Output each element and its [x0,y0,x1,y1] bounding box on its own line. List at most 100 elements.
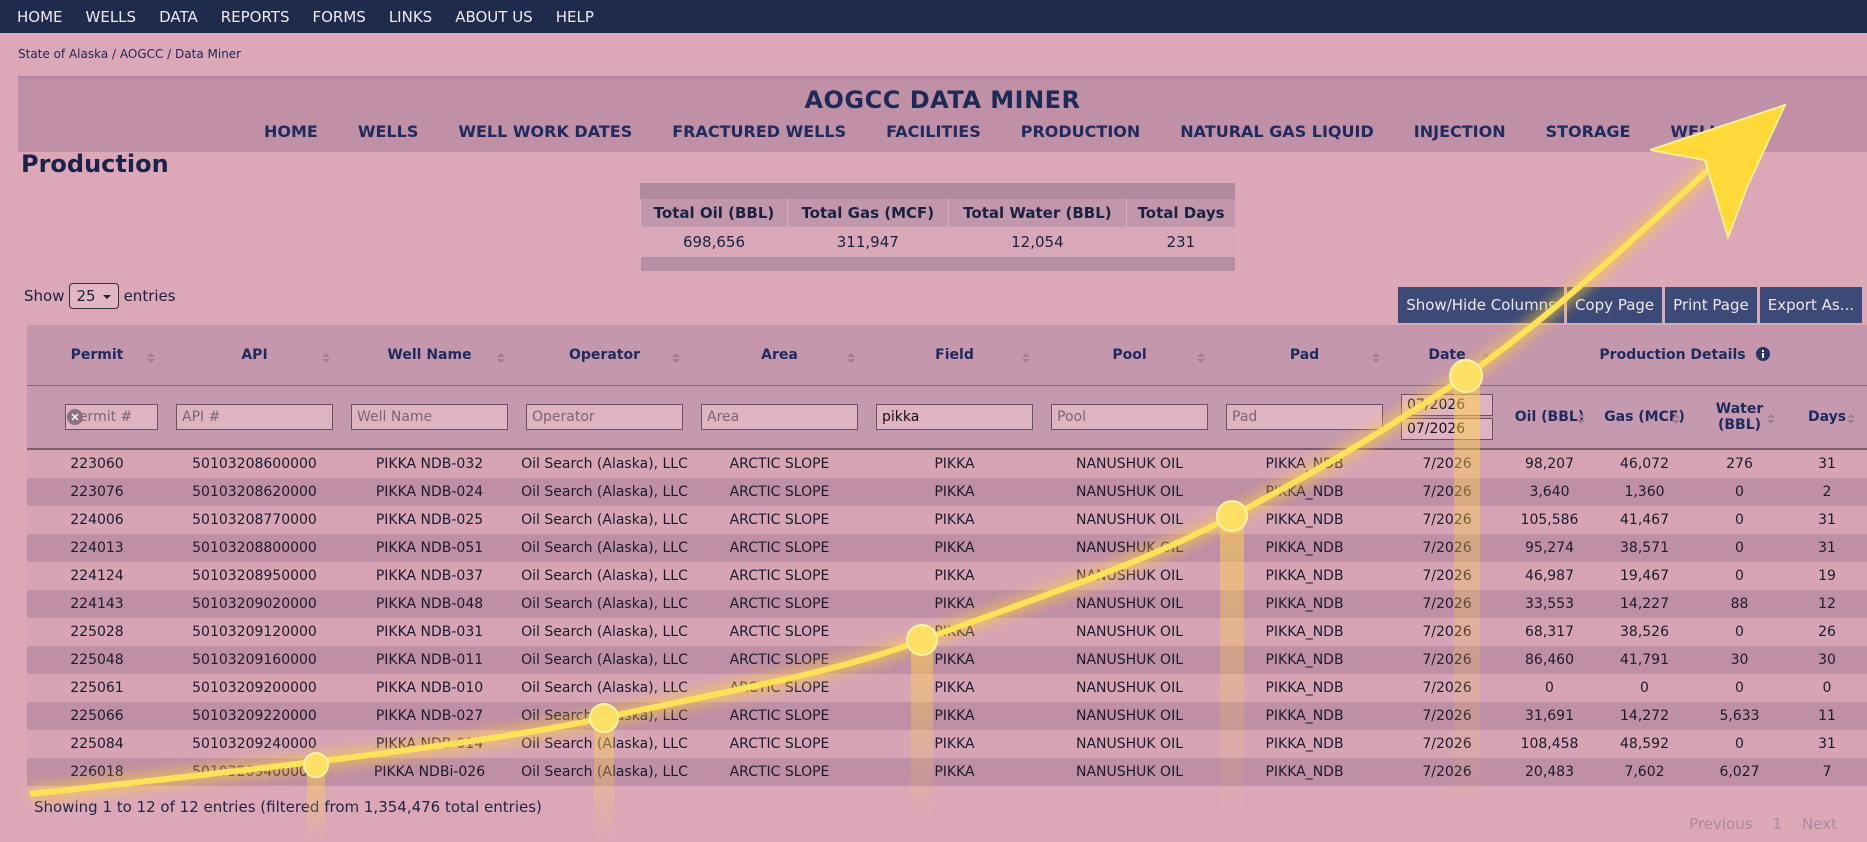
table-cell: 50103208620000 [167,478,342,506]
nav-link[interactable]: ABOUT US [455,7,533,26]
table-cell: 98,207 [1502,449,1597,478]
table-cell: 7/2026 [1392,506,1502,534]
toolbar-button[interactable]: Print Page [1665,287,1757,323]
page-link[interactable]: Previous [1689,815,1753,833]
menu-link[interactable]: PRODUCTION [1020,122,1141,141]
table-cell: ARCTIC SLOPE [692,646,867,674]
table-cell: 225084 [27,730,167,758]
table-cell: 7 [1787,758,1867,786]
menu-link[interactable]: STORAGE [1545,122,1631,141]
table-cell: 86,460 [1502,646,1597,674]
table-cell: ARCTIC SLOPE [692,730,867,758]
table-cell: 50103208950000 [167,562,342,590]
toolbar-button[interactable]: Show/Hide Columns [1398,287,1565,323]
table-cell: ARCTIC SLOPE [692,478,867,506]
filter-input[interactable]: Area [701,404,858,430]
table-cell: ARCTIC SLOPE [692,449,867,478]
table-cell: Oil Search (Alaska), LLC [517,758,692,786]
table-cell: PIKKA [867,702,1042,730]
table-cell: Oil Search (Alaska), LLC [517,618,692,646]
table-cell: PIKKA_NDB [1217,646,1392,674]
breadcrumb[interactable]: State of Alaska / AOGCC / Data Miner [18,47,242,61]
nav-link[interactable]: HELP [555,7,594,26]
table-cell: 14,272 [1597,702,1692,730]
nav-link[interactable]: LINKS [388,7,433,26]
table-row: 223060 50103208600000 PIKKA NDB-032 Oil Sea… [27,449,1867,478]
menu-link[interactable]: WELL WORK DATES [458,122,633,141]
table-cell: 6,027 [1692,758,1787,786]
nav-link[interactable]: FORMS [312,7,366,26]
toolbar-button[interactable]: Export As... [1759,287,1862,323]
page-title: Production [21,150,169,178]
site-title: AOGCC DATA MINER [804,86,1081,114]
filter-input[interactable]: Well Name [351,404,508,430]
table-cell: PIKKA NDB-014 [342,730,517,758]
table-row: 223076 50103208620000 PIKKA NDB-024 Oil Sea… [27,478,1867,506]
date-filter-input[interactable]: 07/2026 [1401,394,1493,416]
nav-link[interactable]: WELLS [85,7,137,26]
filter-cell: Pad [1217,385,1392,450]
filter-input[interactable]: pikka [876,404,1033,430]
table-cell: 30 [1787,646,1867,674]
column-header[interactable]: Date [1392,325,1502,386]
length-menu: Show 25 entries [24,283,176,309]
date-filter-input[interactable]: 07/2026 [1401,418,1493,440]
table-cell: ARCTIC SLOPE [692,758,867,786]
column-header[interactable]: Well Name [342,325,517,386]
sub-column-header[interactable]: Gas (MCF) [1597,385,1692,450]
table-cell: 7/2026 [1392,702,1502,730]
menu-link[interactable]: HOME [264,122,318,141]
main-menu: HOME WELLS WELL WORK DATES FRACTURED WELLS F… [264,122,1771,141]
table-cell: 50103208800000 [167,534,342,562]
menu-link[interactable]: INJECTION [1413,122,1506,141]
table-cell: 50103209240000 [167,730,342,758]
table-cell: PIKKA NDB-032 [342,449,517,478]
column-header[interactable]: Area [692,325,867,386]
toolbar-button[interactable]: Copy Page [1567,287,1663,323]
table-cell: Oil Search (Alaska), LLC [517,730,692,758]
table-cell: 31 [1787,449,1867,478]
menu-link[interactable]: WELLS [357,122,419,141]
column-header[interactable]: Field [867,325,1042,386]
menu-link[interactable]: FACILITIES [886,122,981,141]
clear-filters[interactable] [67,409,83,425]
table-cell: 88 [1692,590,1787,618]
table-cell: PIKKA NDBi-026 [342,758,517,786]
nav-link[interactable]: REPORTS [220,7,290,26]
filter-cell: Operator [517,385,692,450]
table-cell: 0 [1692,618,1787,646]
filter-input[interactable]: Pool [1051,404,1208,430]
table-cell: 26 [1787,618,1867,646]
table-cell: 41,791 [1597,646,1692,674]
column-header[interactable]: Permit [27,325,167,386]
menu-link[interactable]: WELL DATA [1670,122,1772,141]
table-cell: 226018 [27,758,167,786]
column-header[interactable]: Pool [1042,325,1217,386]
column-header[interactable]: Operator [517,325,692,386]
totals-header: Total Oil (BBL) [640,183,788,227]
table-cell: PIKKA [867,562,1042,590]
page-link[interactable]: Next [1802,815,1837,833]
page-link[interactable]: 1 [1772,815,1783,833]
menu-link[interactable]: FRACTURED WELLS [672,122,847,141]
page-size-select[interactable]: 25 [69,283,119,309]
column-header[interactable]: API [167,325,342,386]
table-cell: ARCTIC SLOPE [692,562,867,590]
sub-column-header[interactable]: Oil (BBL) [1502,385,1597,450]
nav-link[interactable]: DATA [159,7,198,26]
menu-link[interactable]: NATURAL GAS LIQUID [1180,122,1374,141]
table-row: 225066 50103209220000 PIKKA NDB-027 Oil Sea… [27,702,1867,730]
sub-column-header[interactable]: Water (BBL) [1692,385,1787,450]
table-cell: 224013 [27,534,167,562]
filter-input[interactable]: Pad [1226,404,1383,430]
filter-input[interactable]: Operator [526,404,683,430]
table-cell: PIKKA NDB-031 [342,618,517,646]
totals-header: Total Gas (MCF) [786,183,949,227]
filter-input[interactable]: API # [176,404,333,430]
sub-column-header[interactable]: Days [1787,385,1867,450]
info-icon[interactable] [1755,347,1770,361]
column-header[interactable]: Pad [1217,325,1392,386]
nav-link[interactable]: HOME [17,7,63,26]
entries-label: entries [123,287,176,305]
